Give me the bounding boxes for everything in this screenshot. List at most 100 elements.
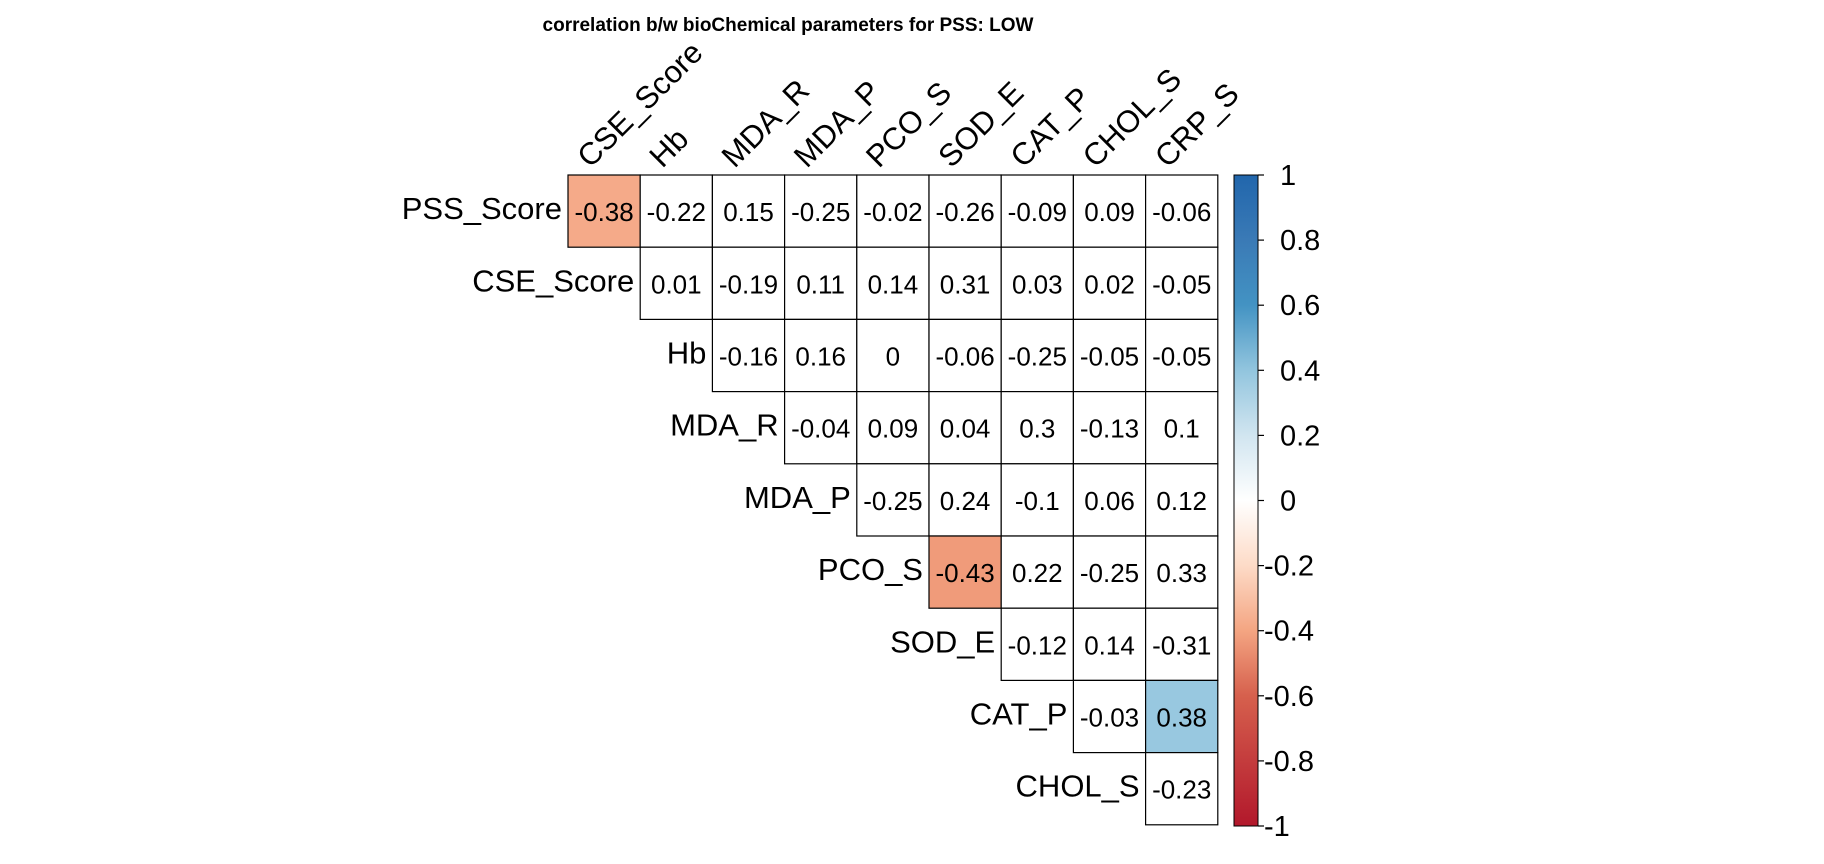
heatmap-cell: [928, 246, 1002, 320]
cell-value-label: 0.33: [1156, 558, 1207, 588]
cell-value-label: -0.26: [935, 197, 994, 227]
cell-value-label: -0.25: [791, 197, 850, 227]
column-label: Hb: [643, 121, 696, 174]
correlation-grid: -0.38 -0.22 0.15 -0.25 -0.02 -0.26 -0.09 0.09 -0…: [567, 174, 1219, 826]
cell-value-label: -0.05: [1152, 269, 1211, 299]
cell-value-label: -0.06: [1152, 197, 1211, 227]
colorbar-tick-label: 0.4: [1280, 355, 1320, 387]
heatmap-cell: [1072, 679, 1147, 754]
heatmap-cell: [711, 318, 786, 393]
heatmap-cell: [1144, 246, 1219, 320]
colorbar-gradient: [1233, 174, 1259, 827]
row-label: MDA_P: [744, 480, 851, 515]
heatmap-cell: [711, 174, 786, 248]
cell-value-label: 0.31: [940, 269, 991, 299]
colorbar-tick-label: -0.8: [1264, 746, 1314, 778]
colorbar-tick-label: 0: [1280, 486, 1296, 518]
cell-value-label: 0.16: [795, 342, 846, 372]
heatmap-cell: [1144, 607, 1219, 682]
cell-value-label: 0.12: [1156, 486, 1207, 516]
row-label: CAT_P: [970, 697, 1068, 732]
cell-value-label: 0.1: [1164, 414, 1200, 444]
heatmap-cell: [856, 463, 930, 537]
heatmap-cell: [783, 391, 858, 465]
cell-value-label: -0.05: [1080, 342, 1139, 372]
cell-value-label: -0.1: [1015, 486, 1060, 516]
row-label: SOD_E: [890, 624, 995, 659]
row-label: CSE_Score: [472, 263, 634, 298]
row-label: CHOL_S: [1016, 769, 1140, 804]
heatmap-cell: [1072, 174, 1147, 248]
cell-value-label: 0.06: [1084, 486, 1135, 516]
cell-value-label: -0.09: [1008, 197, 1067, 227]
cell-value-label: 0.14: [1084, 630, 1135, 660]
cell-value-label: -0.31: [1152, 630, 1211, 660]
row-label: PCO_S: [818, 552, 923, 587]
cell-value-label: 0.3: [1019, 414, 1055, 444]
cell-value-label: 0.09: [868, 414, 919, 444]
row-labels: PSS_Score CSE_Score Hb MDA_R MDA_P PCO_S SOD_E…: [402, 191, 1140, 804]
cell-value-label: -0.25: [1008, 342, 1067, 372]
colorbar-tick-label: -1: [1264, 811, 1290, 843]
heatmap-cell: [1000, 318, 1075, 393]
row-label: Hb: [667, 336, 707, 371]
cell-value-label: -0.38: [574, 197, 633, 227]
heatmap-cell: [1144, 318, 1219, 393]
cell-value-label: -0.25: [1080, 558, 1139, 588]
row-label: PSS_Score: [402, 191, 562, 226]
cell-value-label: -0.13: [1080, 414, 1139, 444]
heatmap-cell: [1000, 607, 1075, 682]
chart-title: correlation b/w bioChemical parameters f…: [543, 15, 1034, 36]
heatmap-cell: [1000, 391, 1075, 465]
heatmap-cell: [928, 174, 1002, 248]
colorbar-tick-label: 0.2: [1280, 420, 1320, 452]
cell-value-label: 0.22: [1012, 558, 1063, 588]
heatmap-cell: [928, 391, 1002, 465]
heatmap-cell: [928, 318, 1002, 393]
cell-value-label: -0.12: [1008, 630, 1067, 660]
colorbar-tick-label: 0.6: [1280, 290, 1320, 322]
color-legend: 1 0.8 0.6 0.4 0.2 0 -0.2 -0.4 -0.6 -0.8 -1: [1233, 160, 1320, 843]
cell-value-label: -0.03: [1080, 703, 1139, 733]
heatmap-cell: [1144, 679, 1219, 754]
cell-value-label: 0.11: [796, 269, 845, 299]
cell-value-label: -0.02: [863, 197, 922, 227]
colorbar-tick-label: -0.6: [1264, 681, 1314, 713]
heatmap-cell: [567, 174, 641, 248]
cell-value-label: 0.04: [940, 414, 991, 444]
row-label: MDA_R: [670, 408, 779, 443]
colorbar-tick-label: -0.4: [1264, 616, 1314, 648]
cell-value-label: -0.22: [647, 197, 706, 227]
column-label: CSE_Score: [570, 35, 709, 174]
cell-value-label: 0.02: [1084, 269, 1135, 299]
heatmap-cell: [1144, 751, 1219, 826]
heatmap-cell: [783, 246, 858, 320]
heatmap-cell: [1072, 246, 1147, 320]
cell-value-label: -0.16: [719, 342, 778, 372]
colorbar-tick-label: -0.2: [1264, 551, 1314, 583]
cell-value-label: 0: [886, 342, 900, 372]
cell-value-label: -0.25: [863, 486, 922, 516]
heatmap-cell: [639, 246, 714, 320]
cell-value-label: -0.04: [791, 414, 850, 444]
cell-value-label: -0.19: [719, 269, 778, 299]
cell-value-label: 0.01: [651, 269, 702, 299]
cell-value-label: -0.43: [935, 558, 994, 588]
cell-value-label: 0.03: [1012, 269, 1063, 299]
cell-value-label: 0.24: [940, 486, 991, 516]
cell-value-label: 0.14: [868, 269, 919, 299]
heatmap-cell: [1000, 535, 1075, 609]
colorbar-tick-label: 1: [1280, 160, 1296, 192]
heatmap-cell: [1072, 391, 1147, 465]
heatmap-cell: [1144, 535, 1219, 609]
colorbar-tick-label: 0.8: [1280, 225, 1320, 257]
heatmap-cell: [783, 318, 858, 393]
cell-value-label: -0.06: [935, 342, 994, 372]
cell-value-label: -0.05: [1152, 342, 1211, 372]
cell-value-label: 0.15: [723, 197, 774, 227]
heatmap-cell: [1072, 318, 1147, 393]
heatmap-cell: [928, 535, 1002, 609]
cell-value-label: -0.23: [1152, 775, 1211, 805]
